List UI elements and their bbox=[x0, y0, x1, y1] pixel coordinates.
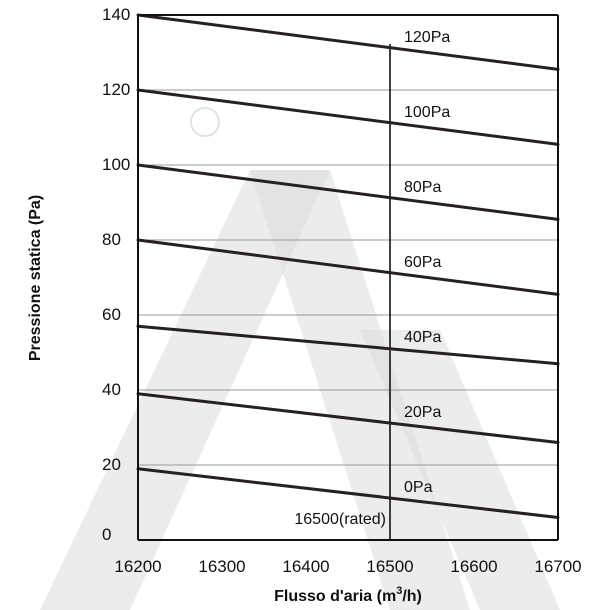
chart-text: 0Pa 20Pa 40Pa 60Pa 80Pa 100Pa 120Pa 0 20 40 60 80 10… bbox=[27, 5, 582, 605]
series-line-60Pa bbox=[136, 238, 560, 296]
x-axis-title: Flusso d'aria (m3/h) bbox=[274, 585, 422, 605]
series-label-60Pa: 60Pa bbox=[404, 254, 441, 271]
registered-mark-icon bbox=[190, 107, 220, 137]
y-tick-60: 60 bbox=[102, 305, 121, 324]
x-tick-16200: 16200 bbox=[114, 557, 161, 576]
series-label-0Pa: 0Pa bbox=[404, 479, 433, 496]
y-tick-120: 120 bbox=[102, 80, 130, 99]
series-label-120Pa: 120Pa bbox=[404, 29, 450, 46]
axes bbox=[137, 14, 559, 541]
x-tick-16300: 16300 bbox=[198, 557, 245, 576]
x-tick-16400: 16400 bbox=[282, 557, 329, 576]
x-tick-16600: 16600 bbox=[450, 557, 497, 576]
series-label-20Pa: 20Pa bbox=[404, 404, 441, 421]
series-label-80Pa: 80Pa bbox=[404, 179, 441, 196]
series-line-100Pa bbox=[136, 88, 560, 146]
series-line-80Pa bbox=[136, 163, 560, 221]
series-label-40Pa: 40Pa bbox=[404, 329, 441, 346]
y-tick-40: 40 bbox=[102, 380, 121, 399]
x-tick-16500: 16500 bbox=[366, 557, 413, 576]
y-tick-20: 20 bbox=[102, 455, 121, 474]
y-tick-100: 100 bbox=[102, 155, 130, 174]
y-tick-80: 80 bbox=[102, 230, 121, 249]
series-label-100Pa: 100Pa bbox=[404, 104, 450, 121]
y-axis-title: Pressione statica (Pa) bbox=[27, 195, 44, 361]
series-line-20Pa bbox=[136, 392, 560, 444]
series-lines bbox=[136, 13, 560, 519]
series-line-120Pa bbox=[136, 13, 560, 71]
y-tick-0: 0 bbox=[102, 525, 111, 544]
rated-marker: 16500(rated) bbox=[294, 44, 391, 540]
series-line-0Pa bbox=[136, 467, 560, 519]
x-tick-16700: 16700 bbox=[534, 557, 581, 576]
watermark-logo bbox=[40, 107, 560, 610]
gridlines bbox=[138, 89, 558, 466]
rated-label: 16500(rated) bbox=[294, 511, 386, 528]
y-tick-140: 140 bbox=[102, 5, 130, 24]
series-line-40Pa bbox=[136, 324, 560, 366]
